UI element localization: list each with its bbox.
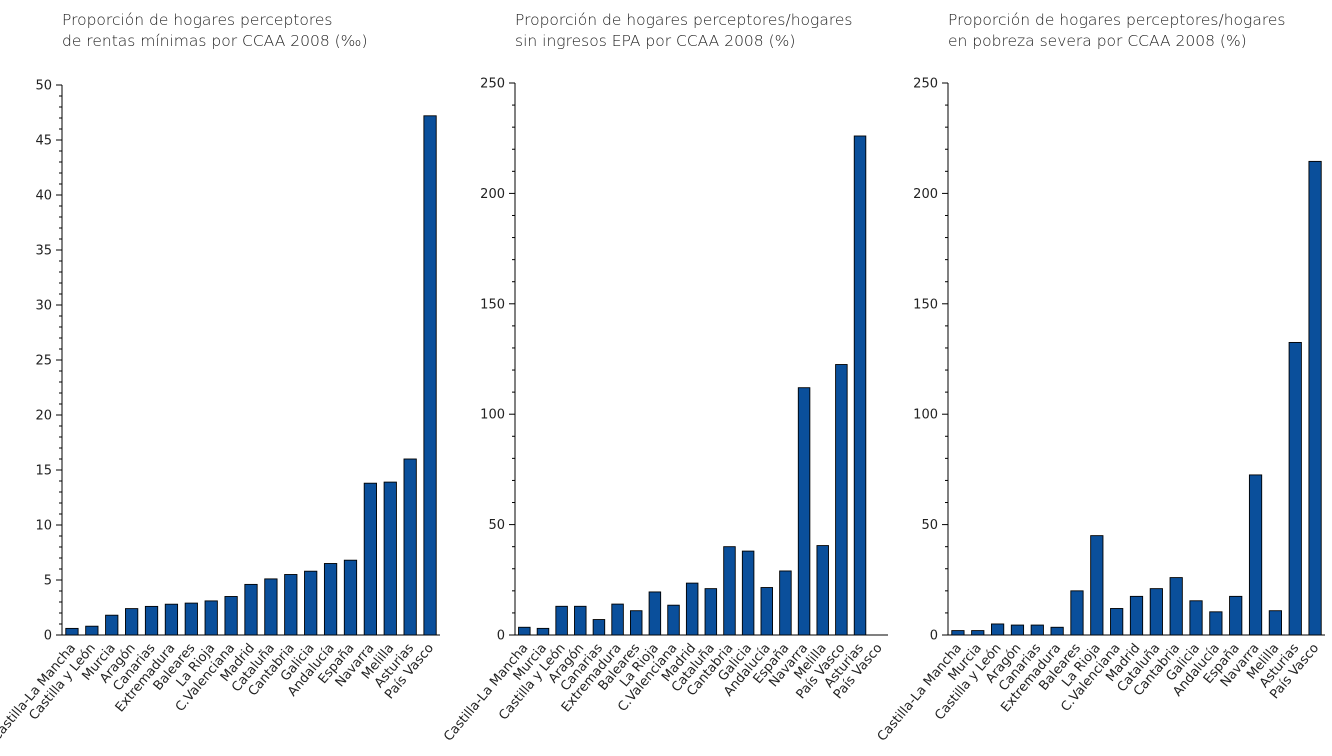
y-tick-label: 200 [480,187,505,202]
bar [592,619,606,636]
y-tick-label: 150 [913,297,938,312]
y-tick-label: 0 [930,629,938,644]
y-tick-label: 40 [35,189,52,204]
bar [343,559,358,636]
bar [667,604,680,636]
bar [629,610,643,636]
chart-3-title-line-2: en pobreza severa por CCAA 2008 (%) [948,32,1247,50]
y-tick-label: 30 [35,299,52,314]
chart-2-title-line-1: Proporción de hogares perceptores/hogare… [515,11,853,29]
bar [224,596,238,636]
bar [853,135,867,636]
bar [1189,600,1203,636]
bar [1010,624,1025,636]
bar [991,623,1005,636]
bar [204,600,218,636]
y-tick-label: 50 [921,518,938,533]
chart-3-title: Proporción de hogares perceptores/hogare… [948,10,1332,52]
bar [835,364,848,636]
bar [1030,624,1044,636]
bar [284,574,298,636]
axis-line [61,85,440,636]
chart-1-title-line-2: de rentas mínimas por CCAA 2008 (‰) [62,32,368,50]
bar [1050,626,1064,636]
bar [685,582,699,636]
bar [144,605,159,636]
bar [1308,160,1322,636]
y-tick-label: 50 [488,518,505,533]
bar [264,578,278,636]
bar [536,627,550,636]
axis-line [514,83,888,636]
bar [1209,611,1223,636]
bar [797,387,811,636]
bar [1248,474,1263,636]
y-tick-label: 250 [480,77,505,92]
bar [1129,595,1144,636]
bar [1169,577,1183,636]
bar [105,614,119,636]
bar [423,115,437,636]
chart-panel-1: 0 5 10 15 20 25 30 35 40 45 50 Castilla-La Mancha Ca… [0,0,450,756]
chart-3-title-line-1: Proporción de hogares perceptores/hogare… [948,11,1286,29]
bar [611,603,624,636]
bar [1288,341,1302,636]
bar [363,482,377,636]
bar [779,570,792,636]
bar [951,630,965,636]
bar [704,588,718,636]
bar [741,550,755,636]
bar [1229,595,1243,636]
y-tick-label: 250 [913,77,938,92]
bar [125,608,139,636]
bar [816,545,829,636]
y-tick-label: 100 [913,408,938,423]
bar [304,570,318,636]
y-tick-label: 0 [44,629,52,644]
chart-1-title-line-1: Proporción de hogares perceptores [62,11,333,29]
y-tick-label: 150 [480,297,505,312]
chart-panel-2: 0 50 100 150 200 250 Castilla-La Mancha Murcia C… [441,0,900,756]
bar [65,627,79,636]
bar [184,602,198,636]
bar [574,605,587,636]
bar [1070,590,1084,636]
y-tick-label: 200 [913,187,938,202]
bar [1149,588,1163,636]
y-tick-label: 15 [35,464,52,479]
bar [244,583,258,636]
bar [1268,610,1282,636]
chart-2-title: Proporción de hogares perceptores/hogare… [515,10,935,52]
chart-panel-3: 0 50 100 150 200 250 Castilla-La Mancha Murcia C… [875,0,1332,756]
bar [971,630,985,636]
y-tick-label: 45 [35,134,52,149]
bar [555,605,568,636]
bar [1090,535,1104,636]
bar [1110,608,1124,636]
y-tick-label: 100 [480,408,505,423]
bar [760,587,774,636]
chart-2-title-line-2: sin ingresos EPA por CCAA 2008 (%) [515,32,796,50]
bar [518,626,531,636]
y-tick-label: 5 [44,574,52,589]
bar [85,625,99,636]
y-tick-label: 10 [35,519,52,534]
bar [403,458,417,636]
axis-line [947,83,1325,636]
y-tick-label: 25 [35,354,52,369]
bar [383,481,397,636]
y-tick-label: 35 [35,244,52,259]
y-tick-label: 50 [35,79,52,94]
bar [164,603,179,636]
bar [723,546,736,636]
chart-1-title: Proporción de hogares perceptores de ren… [62,10,482,52]
bar [323,563,338,636]
y-tick-label: 20 [35,409,52,424]
y-tick-label: 0 [497,629,505,644]
x-tick-label: Castilla-La Mancha [0,641,79,745]
bar [648,591,662,636]
